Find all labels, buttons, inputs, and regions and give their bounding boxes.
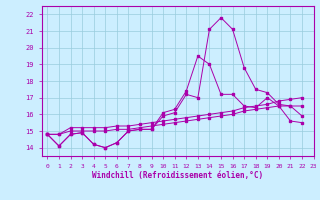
X-axis label: Windchill (Refroidissement éolien,°C): Windchill (Refroidissement éolien,°C)	[92, 171, 263, 180]
